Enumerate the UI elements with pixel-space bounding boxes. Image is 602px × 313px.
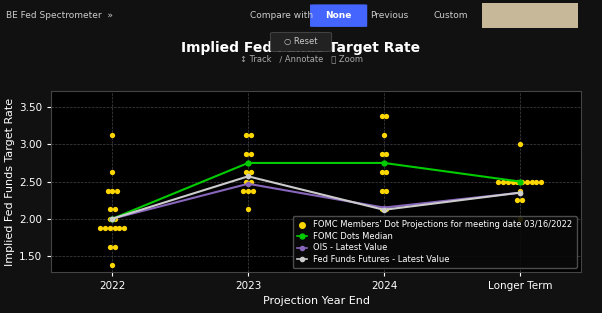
Text: BE Fed Spectrometer  »: BE Fed Spectrometer » — [6, 11, 113, 20]
Text: ↕ Track   ∕ Annotate   🔍 Zoom: ↕ Track ∕ Annotate 🔍 Zoom — [240, 54, 362, 63]
Text: Implied Fed Funds Target Rate: Implied Fed Funds Target Rate — [181, 41, 421, 55]
FancyBboxPatch shape — [482, 3, 578, 28]
FancyBboxPatch shape — [310, 4, 367, 27]
Text: None: None — [326, 11, 352, 20]
Text: Custom: Custom — [433, 11, 468, 20]
Text: Compare with: Compare with — [250, 11, 313, 20]
Text: Previous: Previous — [370, 11, 409, 20]
Legend: FOMC Members' Dot Projections for meeting date 03/16/2022, FOMC Dots Median, OIS: FOMC Members' Dot Projections for meetin… — [293, 216, 577, 268]
FancyBboxPatch shape — [270, 32, 332, 52]
Text: ○ Reset: ○ Reset — [284, 37, 318, 46]
Y-axis label: Implied Fed Funds Target Rate: Implied Fed Funds Target Rate — [5, 97, 15, 266]
X-axis label: Projection Year End: Projection Year End — [262, 295, 370, 305]
